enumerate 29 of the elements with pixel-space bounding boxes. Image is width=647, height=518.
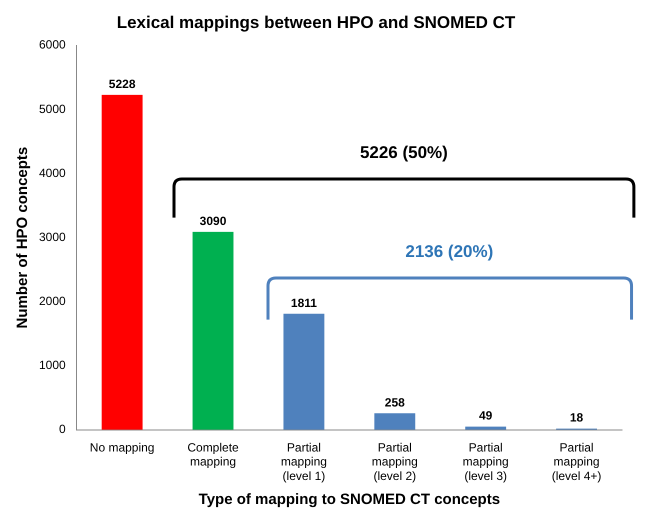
x-tick-label: Partial mapping (level 2)	[372, 440, 418, 484]
x-tick-label: No mapping	[90, 440, 154, 454]
bar	[102, 94, 143, 430]
bar	[374, 413, 416, 430]
data-label: 3090	[200, 214, 227, 228]
y-tick-label: 2000	[38, 294, 66, 308]
y-axis-title: Number of HPO concepts	[14, 146, 32, 328]
bar	[283, 314, 324, 430]
annotation: 5226 (50%)	[360, 143, 448, 162]
y-tick-label: 1000	[38, 358, 66, 372]
x-axis-title: Type of mapping to SNOMED CT concepts	[198, 491, 500, 508]
y-tick-label: 4000	[38, 166, 66, 180]
x-tick-label: Partial mapping (level 4+)	[552, 440, 602, 484]
data-label: 5228	[108, 76, 136, 91]
data-label: 258	[384, 395, 406, 410]
y-tick-label: 6000	[38, 38, 66, 52]
data-label: 49	[478, 408, 493, 423]
y-tick-label: 5000	[38, 102, 66, 116]
data-label: 18	[570, 410, 584, 425]
bar	[465, 426, 506, 430]
x-tick-label: Partial mapping (level 3)	[462, 440, 509, 484]
y-tick-label: 0	[59, 422, 66, 436]
x-tick-label: Complete mapping	[187, 440, 240, 469]
x-tick-label: Partial mapping (level 1)	[280, 440, 327, 484]
y-tick-label: 3000	[38, 230, 66, 244]
chart-title: Lexical mappings between HPO and SNOMED CT	[116, 12, 516, 32]
data-label: 1811	[290, 296, 318, 310]
annotation: 2136 (20%)	[405, 242, 494, 261]
bar	[192, 232, 234, 430]
